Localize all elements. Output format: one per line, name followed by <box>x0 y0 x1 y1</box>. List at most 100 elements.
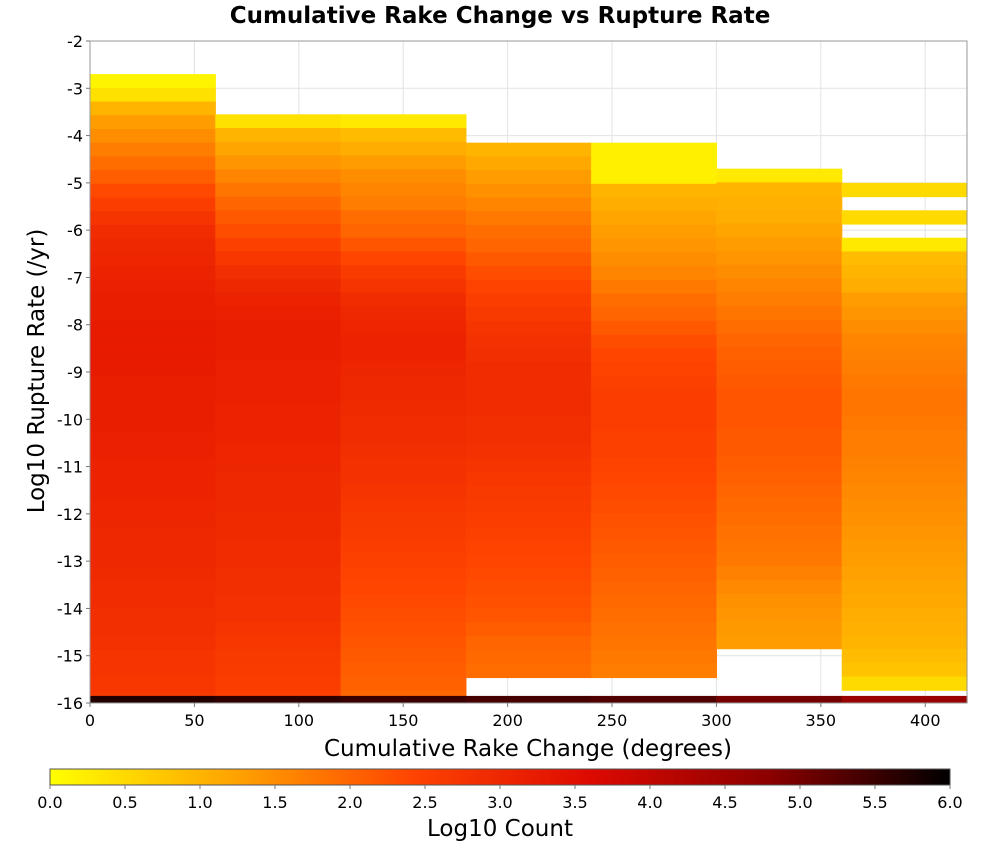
heatmap-cell <box>465 444 592 459</box>
heatmap-cell <box>716 237 843 252</box>
heatmap-cell <box>215 361 342 376</box>
heatmap-cell <box>465 581 592 596</box>
colorbar-tick-label: 3.5 <box>562 793 587 812</box>
heatmap-cell <box>465 211 592 226</box>
heatmap-cell <box>591 595 718 610</box>
heatmap-cell <box>465 293 592 308</box>
heatmap-cell <box>465 540 592 555</box>
heatmap-cell <box>215 484 342 499</box>
heatmap-cell <box>465 430 592 445</box>
heatmap-cell <box>340 361 467 376</box>
heatmap-cell <box>716 168 843 183</box>
heatmap-cell <box>716 182 843 197</box>
heatmap-cell <box>841 621 968 636</box>
heatmap-cell <box>215 265 342 280</box>
heatmap-cell <box>591 197 718 212</box>
colorbar-tick-label: 3.0 <box>487 793 512 812</box>
heatmap-cell <box>716 319 843 334</box>
colorbar-tick-label: 4.5 <box>712 793 737 812</box>
heatmap-cell <box>591 183 718 199</box>
heatmap-cell <box>716 484 843 499</box>
x-tick-label: 150 <box>388 711 419 730</box>
heatmap-cell <box>841 580 968 595</box>
heatmap-cell <box>591 581 718 596</box>
heatmap-cell <box>90 677 216 692</box>
heatmap-cell <box>465 320 592 336</box>
y-tick-label: -10 <box>57 410 83 429</box>
heatmap-cell <box>591 211 718 226</box>
heatmap-cell-bottom <box>591 695 718 703</box>
heatmap-cell <box>90 581 216 596</box>
heatmap-cell <box>340 511 467 527</box>
heatmap-cell <box>591 512 718 528</box>
heatmap-cell <box>465 485 592 500</box>
heatmap-cell <box>340 690 467 697</box>
heatmap-cell <box>716 621 843 636</box>
heatmap-cell <box>841 635 968 650</box>
heatmap-cell <box>340 470 467 486</box>
heatmap-cells <box>90 74 968 703</box>
heatmap-cell <box>716 538 843 554</box>
y-tick-label: -5 <box>67 174 83 193</box>
colorbar-tick-label: 0.0 <box>37 793 62 812</box>
heatmap-cell <box>841 470 968 486</box>
heatmap-cell <box>841 237 968 253</box>
y-tick-label: -13 <box>57 552 83 571</box>
heatmap-cell-bottom <box>215 695 342 703</box>
heatmap-cell <box>716 223 843 238</box>
heatmap-cell <box>591 554 718 569</box>
colorbar-tick-label: 2.5 <box>412 793 437 812</box>
heatmap-cell <box>716 470 843 485</box>
heatmap-cell <box>465 375 592 391</box>
x-tick-label: 350 <box>806 711 837 730</box>
heatmap-cell <box>340 265 467 280</box>
heatmap-cell <box>90 485 216 500</box>
heatmap-cell <box>465 238 592 253</box>
heatmap-cell <box>591 238 718 253</box>
y-axis-ticks: -2 -3 -4 -5 -6 -7 -8 -9 -10 -11 -12 -13 -14 -15 -16 <box>57 32 90 713</box>
heatmap-cell <box>90 183 216 199</box>
heatmap-cell <box>340 182 467 198</box>
heatmap-cell <box>716 388 843 403</box>
heatmap-cell <box>465 224 592 240</box>
heatmap-cell <box>591 362 718 377</box>
heatmap-cell <box>841 319 968 335</box>
heatmap-cell <box>215 511 342 527</box>
heatmap-cell <box>716 511 843 526</box>
heatmap-cell <box>841 594 968 609</box>
heatmap-cell <box>465 663 592 679</box>
heatmap-cell <box>215 128 342 143</box>
heatmap-cell <box>591 156 718 171</box>
heatmap-cell <box>841 402 968 417</box>
heatmap-cell <box>465 650 592 665</box>
heatmap-cell <box>215 525 342 540</box>
heatmap-cell <box>215 347 342 362</box>
heatmap-cell <box>716 401 843 417</box>
heatmap-cell <box>90 293 216 308</box>
heatmap-cell <box>340 402 467 417</box>
heatmap-cell <box>215 539 342 554</box>
heatmap-cell <box>90 238 216 253</box>
heatmap-cell <box>90 526 216 541</box>
heatmap-cell <box>90 211 216 226</box>
heatmap-cell <box>215 470 342 486</box>
heatmap-cell <box>215 319 342 335</box>
heatmap-cell <box>716 456 843 471</box>
heatmap-cell <box>215 388 342 403</box>
y-tick-label: -6 <box>67 221 83 240</box>
heatmap-cell <box>841 251 968 266</box>
heatmap-cell <box>340 128 467 143</box>
heatmap-cell <box>716 292 843 307</box>
x-tick-label: 200 <box>492 711 523 730</box>
heatmap-cell <box>591 170 718 185</box>
heatmap-cell <box>465 554 592 569</box>
y-tick-label: -12 <box>57 505 83 524</box>
heatmap-cell <box>90 348 216 363</box>
colorbar-ticks: 0.0 0.5 1.0 1.5 2.0 2.5 3.0 3.5 4.0 4.5 5.0 5.5 6.0 <box>37 785 963 812</box>
heatmap-cell <box>841 429 968 445</box>
y-tick-label: -15 <box>57 647 83 666</box>
heatmap-cell <box>841 676 968 691</box>
heatmap-cell <box>215 237 342 253</box>
heatmap-cell <box>90 663 216 679</box>
colorbar <box>49 768 951 786</box>
